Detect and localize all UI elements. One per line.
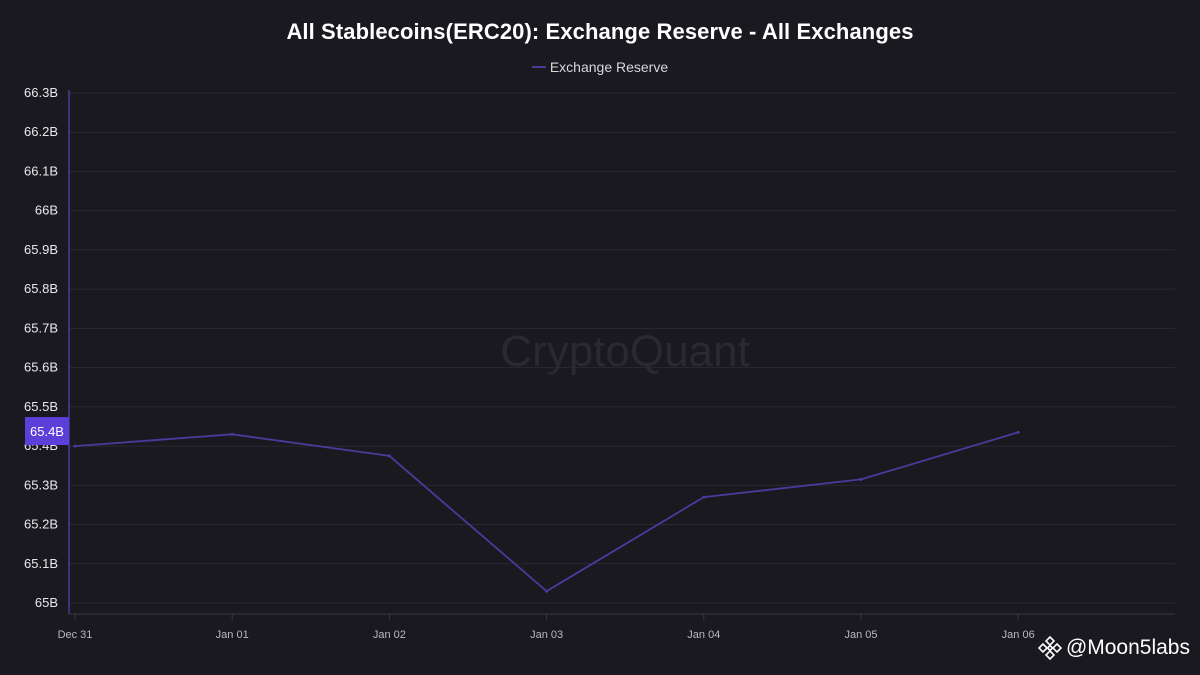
y-tick-label: 65.8B xyxy=(24,281,58,296)
x-tick-label: Jan 06 xyxy=(1002,629,1035,641)
series-point xyxy=(859,477,863,481)
series-line xyxy=(74,431,1019,593)
grid-lines xyxy=(69,92,1175,604)
credit: @Moon5labs xyxy=(1037,635,1190,661)
x-tick-label: Jan 05 xyxy=(844,629,877,641)
legend-swatch xyxy=(531,66,546,68)
y-tick-label: 65.7B xyxy=(24,320,58,335)
credit-text: @Moon5labs xyxy=(1065,636,1190,659)
x-tick-label: Jan 04 xyxy=(687,629,720,641)
y-tick-label: 65.1B xyxy=(24,556,58,571)
chart-title: All Stablecoins(ERC20): Exchange Reserve… xyxy=(286,19,914,44)
binance-logo-icon xyxy=(1037,635,1063,661)
y-tick-label: 66.2B xyxy=(24,124,58,139)
y-tick-label: 65.9B xyxy=(24,242,58,257)
axes xyxy=(68,90,1175,615)
series-point xyxy=(1016,430,1020,434)
x-tick-label: Jan 01 xyxy=(216,629,249,641)
y-tick-label: 65.2B xyxy=(24,517,58,532)
y-tick-label: 65.6B xyxy=(24,360,58,375)
series-point xyxy=(230,432,234,436)
series-layer xyxy=(73,430,1020,593)
series-point xyxy=(387,454,391,458)
y-tick-label: 65B xyxy=(35,595,58,610)
y-tick-label: 66.1B xyxy=(24,163,58,178)
x-tick-label: Dec 31 xyxy=(58,629,93,641)
current-value-marker: 65.4B xyxy=(25,417,69,446)
y-tick-label: 65.3B xyxy=(24,477,58,492)
y-tick-label: 65.5B xyxy=(24,399,58,414)
y-axis-ticks: 65B65.1B65.2B65.3B65.4B65.5B65.6B65.7B65… xyxy=(24,85,58,610)
series-point xyxy=(545,589,549,593)
y-tick-label: 66.3B xyxy=(24,85,58,100)
legend[interactable]: Exchange Reserve xyxy=(0,59,1200,75)
series-point xyxy=(702,495,706,499)
watermark: CryptoQuant xyxy=(500,327,749,376)
current-value-label: 65.4B xyxy=(30,424,64,439)
legend-label: Exchange Reserve xyxy=(549,59,669,75)
y-tick-label: 66B xyxy=(35,203,58,218)
x-axis-ticks: Dec 31 Jan 01 Jan 02 Jan 03 Jan 04 Jan 05 Jan … xyxy=(58,614,1035,641)
current-value-badge xyxy=(25,417,69,446)
series-point xyxy=(73,444,77,448)
x-tick-label: Jan 03 xyxy=(530,629,563,641)
x-tick-label: Jan 02 xyxy=(373,629,406,641)
